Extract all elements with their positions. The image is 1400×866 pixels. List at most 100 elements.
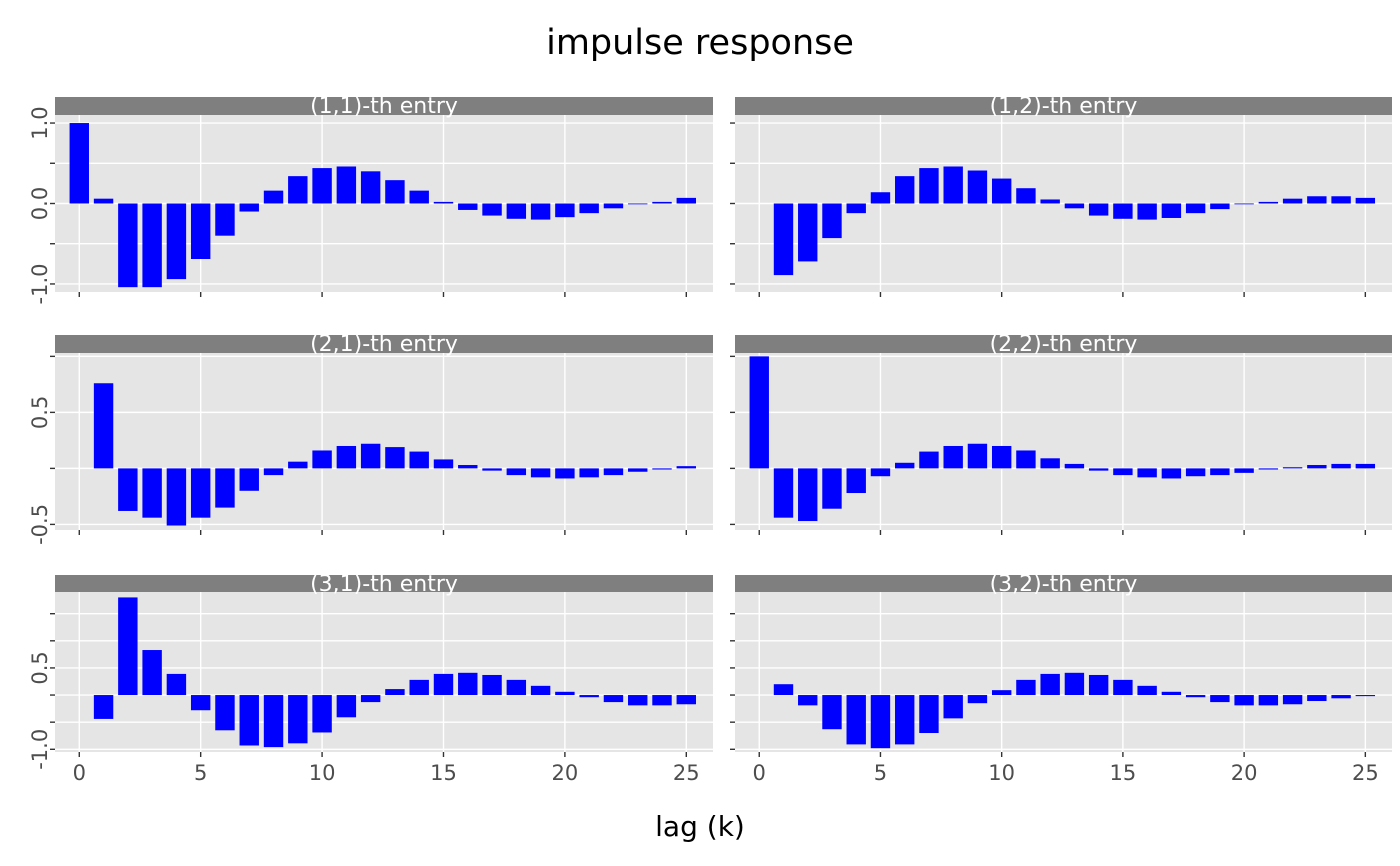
bar	[603, 695, 624, 703]
bar	[458, 465, 478, 469]
bar	[530, 468, 551, 478]
bar	[263, 695, 284, 748]
bar	[190, 695, 211, 711]
strip	[55, 575, 713, 592]
bar	[215, 468, 235, 508]
bar	[1137, 203, 1157, 220]
y-tick-label: 1.0	[28, 106, 52, 139]
bar	[142, 203, 162, 288]
bar	[749, 356, 769, 469]
bar	[288, 461, 308, 469]
bar	[263, 468, 284, 476]
bar	[1331, 695, 1351, 699]
bar	[239, 695, 259, 746]
bar	[239, 203, 259, 212]
bar	[1016, 679, 1036, 696]
bar	[822, 695, 842, 730]
panel-background	[55, 353, 713, 530]
bar	[530, 685, 551, 696]
bar	[360, 443, 381, 469]
y-tick-label: 0.5	[28, 651, 52, 684]
x-tick-label: 0	[73, 761, 86, 785]
bar	[1185, 468, 1206, 477]
bar	[1355, 197, 1376, 204]
bar	[336, 695, 357, 718]
bar	[846, 203, 866, 214]
bar	[93, 198, 114, 204]
bar	[943, 445, 963, 469]
bar	[991, 690, 1012, 696]
bar	[1113, 203, 1133, 219]
bar	[1331, 196, 1351, 204]
panel-background	[735, 353, 1392, 530]
bar	[579, 203, 599, 214]
bar	[1307, 465, 1327, 469]
bar	[628, 203, 648, 205]
bar	[1282, 695, 1303, 705]
bar	[773, 684, 794, 696]
bar	[69, 123, 89, 204]
bar	[1307, 196, 1327, 204]
x-tick-label: 5	[874, 761, 887, 785]
bar	[409, 451, 429, 469]
bar	[1064, 672, 1085, 696]
y-tick-label: 0.5	[28, 396, 52, 429]
bar	[991, 178, 1012, 204]
bar	[1282, 198, 1303, 204]
x-tick-label: 20	[552, 761, 579, 785]
bar	[458, 203, 478, 210]
y-tick-label: -1.0	[28, 263, 52, 304]
bar	[360, 171, 381, 204]
bar	[1064, 203, 1085, 209]
bar	[1040, 199, 1060, 204]
bar	[943, 695, 963, 719]
bar	[773, 203, 794, 276]
bar	[895, 462, 915, 469]
x-tick-label: 10	[309, 761, 336, 785]
x-tick-label: 15	[430, 761, 457, 785]
bar	[506, 203, 527, 219]
panel-background	[55, 592, 713, 752]
bar	[676, 197, 697, 204]
strip-label: (2,1)-th entry	[310, 332, 458, 357]
bar	[846, 468, 866, 494]
bar	[530, 203, 551, 220]
bar	[1210, 468, 1230, 476]
strip	[55, 97, 713, 115]
bar	[1258, 695, 1279, 706]
bar	[482, 674, 502, 696]
bar	[1185, 203, 1206, 214]
bar	[798, 468, 818, 522]
bar	[1137, 685, 1157, 696]
bar	[263, 190, 284, 204]
bar	[433, 201, 454, 204]
bar	[312, 168, 332, 204]
bar	[967, 443, 988, 469]
bar	[409, 190, 429, 204]
bar	[166, 673, 187, 696]
bar	[1064, 463, 1085, 469]
x-tick-label: 25	[673, 761, 700, 785]
bar	[1088, 203, 1109, 216]
strip-label: (1,2)-th entry	[990, 94, 1138, 119]
strip-label: (3,2)-th entry	[990, 572, 1138, 597]
x-tick-label: 5	[194, 761, 207, 785]
bar	[142, 650, 162, 696]
bar	[1161, 691, 1182, 696]
bar	[93, 695, 114, 719]
bar	[1161, 468, 1182, 479]
strip	[55, 335, 713, 353]
bar	[676, 695, 697, 705]
bar	[1258, 201, 1279, 204]
bar	[336, 445, 357, 469]
bar	[1040, 458, 1060, 469]
x-tick-label: 20	[1231, 761, 1258, 785]
bar	[991, 445, 1012, 469]
x-tick-label: 10	[988, 761, 1015, 785]
strip	[735, 97, 1392, 115]
bar	[1137, 468, 1157, 478]
bar	[1040, 673, 1060, 696]
y-tick-label: -1.0	[28, 729, 52, 770]
bar	[870, 695, 891, 749]
